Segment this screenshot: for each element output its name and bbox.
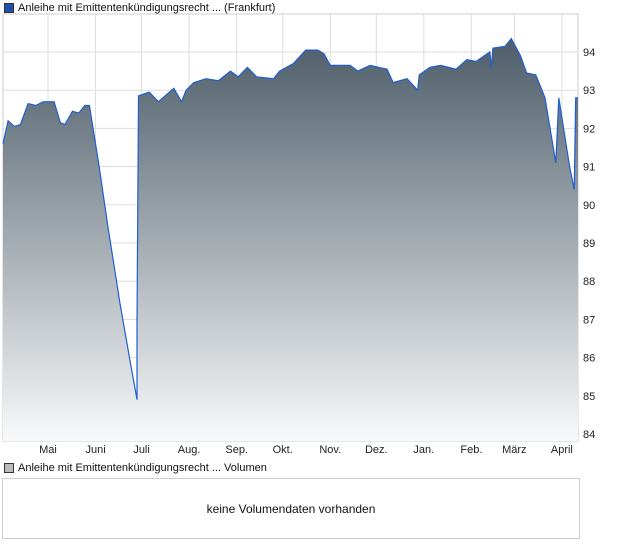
y-tick-label: 91 [583,162,595,174]
volume-legend: Anleihe mit Emittentenkündigungsrecht ..… [4,462,267,474]
price-area [3,38,578,441]
x-tick-label: April [551,444,573,456]
no-volume-message: keine Volumendaten vorhanden [206,501,376,516]
y-tick-label: 84 [583,429,595,441]
price-chart: 84 85 86 87 88 89 90 91 92 93 94 Mai Juni Juli Aug. Sep… [2,13,595,456]
y-tick-label: 94 [583,47,595,59]
volume-panel: keine Volumendaten vorhanden [2,478,580,539]
price-line [2,37,578,400]
y-tick-label: 85 [583,391,595,403]
y-tick-label: 93 [583,85,595,97]
x-tick-label: Feb. [460,444,482,456]
x-tick-label: Okt. [273,444,293,456]
x-tick-label: Juni [85,444,105,456]
y-tick-label: 86 [583,353,595,365]
price-legend: Anleihe mit Emittentenkündigungsrecht ..… [4,2,275,14]
volume-legend-swatch [4,463,14,473]
x-tick-label: Aug. [178,444,201,456]
volume-legend-label: Anleihe mit Emittentenkündigungsrecht ..… [18,462,267,474]
price-legend-swatch [4,3,14,13]
x-tick-label: Sep. [225,444,248,456]
x-tick-label: Dez. [365,444,388,456]
y-tick-label: 92 [583,123,595,135]
price-legend-label: Anleihe mit Emittentenkündigungsrecht ..… [18,2,276,14]
x-tick-label: Mai [39,444,57,456]
y-tick-label: 87 [583,314,595,326]
y-tick-label: 90 [583,200,595,212]
x-tick-label: März [502,444,526,456]
x-tick-label: Juli [133,444,150,456]
y-tick-label: 88 [583,276,595,288]
x-tick-label: Nov. [319,444,341,456]
x-tick-label: Jan. [413,444,434,456]
y-tick-label: 89 [583,238,595,250]
